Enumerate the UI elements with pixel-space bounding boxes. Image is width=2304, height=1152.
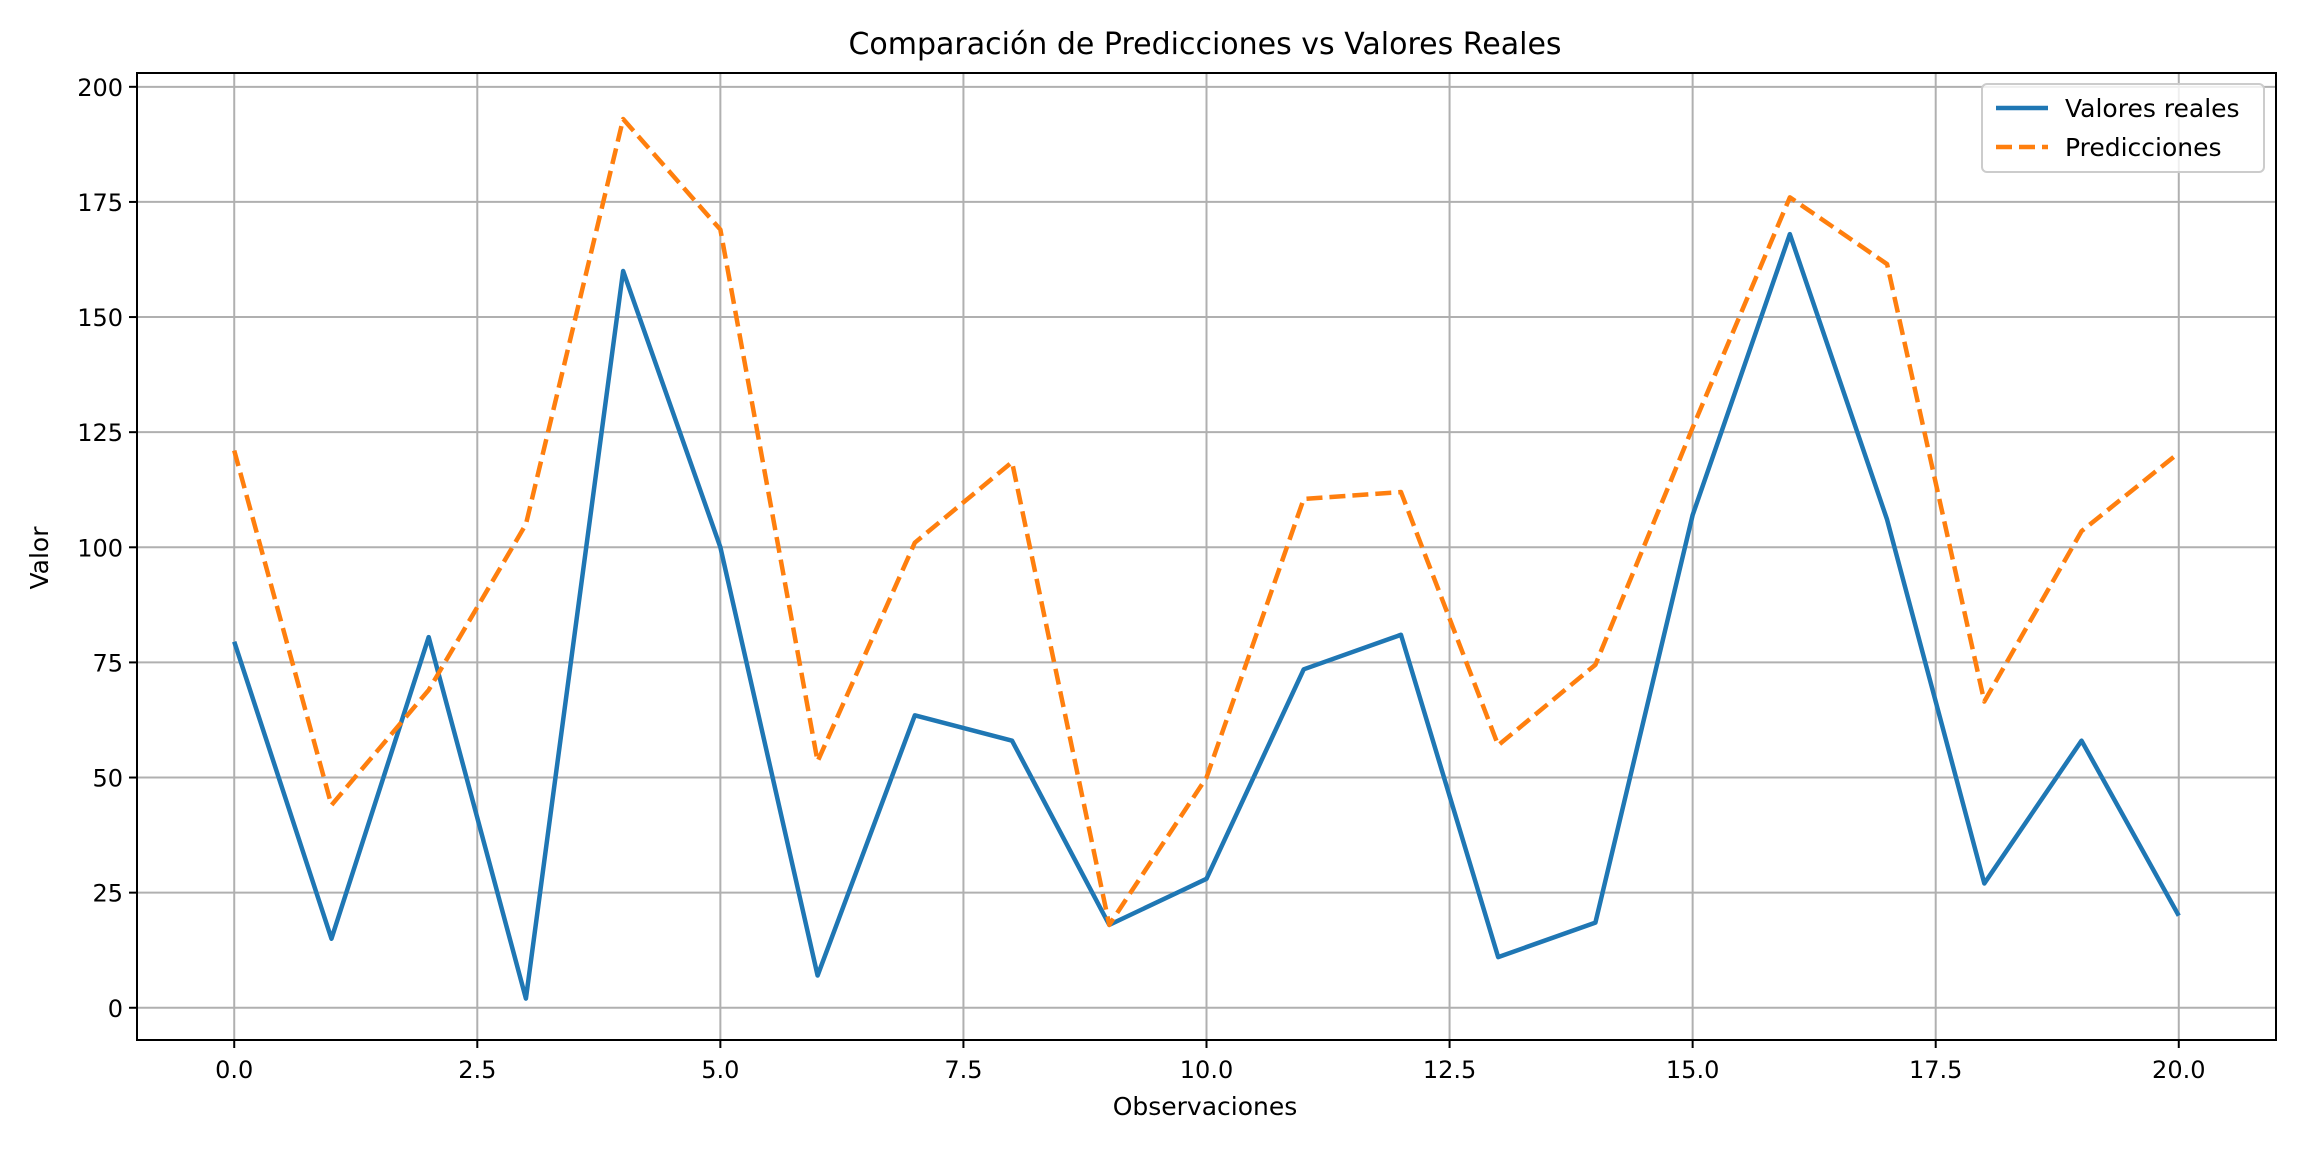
- x-tick-label: 5.0: [701, 1056, 739, 1084]
- legend-label: Valores reales: [2065, 94, 2240, 123]
- x-tick-label: 10.0: [1180, 1056, 1233, 1084]
- y-tick-label: 25: [92, 880, 123, 908]
- x-axis-ticks: 0.0 2.5 5.0 7.5 10.0 12.5 15.0 17.5 20.0: [215, 1040, 2205, 1084]
- y-axis-label: Valor: [25, 526, 54, 590]
- y-tick-label: 150: [77, 304, 123, 332]
- x-tick-label: 7.5: [944, 1056, 982, 1084]
- legend: Valores reales Predicciones: [1981, 83, 2265, 173]
- y-axis-ticks: 0 25 50 75 100 125 150 175 200: [77, 74, 137, 1023]
- x-tick-label: 2.5: [458, 1056, 496, 1084]
- y-tick-label: 125: [77, 419, 123, 447]
- legend-box: [1981, 83, 2265, 173]
- y-tick-label: 100: [77, 534, 123, 562]
- chart-title: Comparación de Predicciones vs Valores R…: [848, 27, 1561, 62]
- x-tick-label: 0.0: [215, 1056, 253, 1084]
- x-tick-label: 15.0: [1666, 1056, 1719, 1084]
- x-tick-label: 17.5: [1909, 1056, 1962, 1084]
- series-line-0: [232, 231, 2181, 1001]
- y-tick-label: 200: [77, 74, 123, 102]
- legend-label: Predicciones: [2065, 133, 2222, 162]
- series-line-1: [232, 116, 2181, 928]
- y-tick-label: 0: [108, 995, 123, 1023]
- y-tick-label: 75: [92, 649, 123, 677]
- series-group: [232, 116, 2181, 1001]
- y-tick-label: 175: [77, 189, 123, 217]
- x-axis-label: Observaciones: [1113, 1092, 1298, 1121]
- x-tick-label: 12.5: [1423, 1056, 1476, 1084]
- y-tick-label: 50: [92, 765, 123, 793]
- x-tick-label: 20.0: [2152, 1056, 2205, 1084]
